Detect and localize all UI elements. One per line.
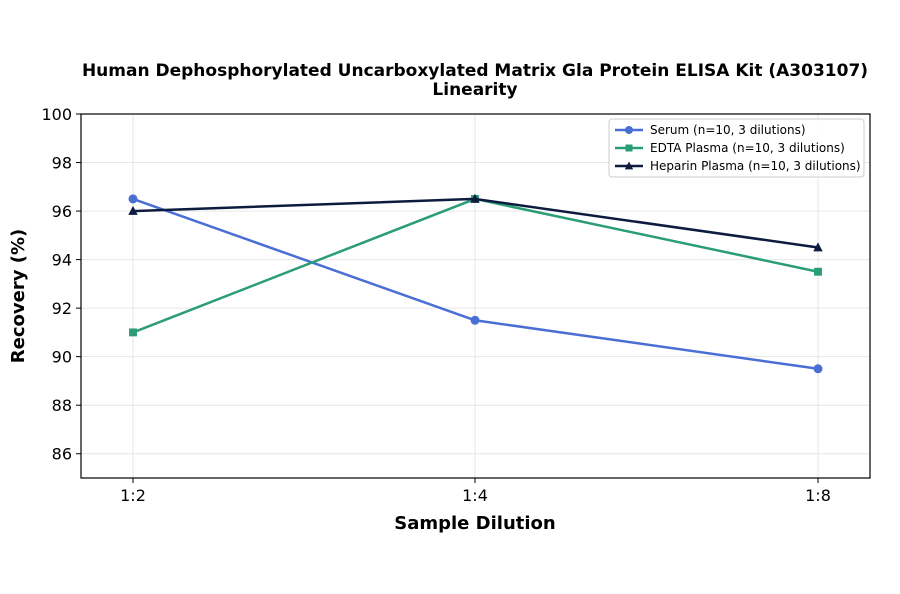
data-point	[129, 328, 137, 337]
legend-entry: Heparin Plasma (n=10, 3 dilutions)	[615, 159, 861, 173]
legend-marker	[624, 161, 634, 170]
legend-label: EDTA Plasma (n=10, 3 dilutions)	[650, 141, 845, 155]
x-axis-ticks: 1:2 1:4 1:8	[120, 478, 831, 505]
y-tick-label: 100	[41, 105, 72, 124]
x-tick-label: 1:2	[120, 486, 146, 505]
chart-title: Human Dephosphorylated Uncarboxylated Ma…	[82, 61, 868, 81]
y-tick-label: 86	[52, 445, 72, 464]
data-point	[470, 193, 480, 203]
y-tick-label: 98	[52, 154, 72, 173]
y-tick-label: 96	[52, 202, 72, 221]
data-point	[814, 267, 822, 276]
y-axis-ticks: 86 88 90 92 94 96 98 100	[41, 105, 81, 464]
legend: Serum (n=10, 3 dilutions) EDTA Plasma (n=…	[608, 118, 865, 178]
x-axis-label: Sample Dilution	[394, 513, 555, 534]
legend-entry: Serum (n=10, 3 dilutions)	[615, 123, 806, 137]
legend-entry: EDTA Plasma (n=10, 3 dilutions)	[615, 141, 845, 155]
data-point	[128, 194, 138, 204]
chart-subtitle: Linearity	[432, 80, 517, 100]
legend-marker	[625, 126, 633, 134]
legend-box	[608, 118, 865, 178]
series-3	[128, 193, 823, 252]
y-axis-label: Recovery (%)	[8, 229, 29, 363]
legend-label: Serum (n=10, 3 dilutions)	[650, 123, 806, 137]
series-group	[128, 193, 823, 374]
y-tick-label: 88	[52, 396, 72, 415]
data-point	[813, 242, 823, 252]
series-1	[128, 194, 823, 374]
y-tick-label: 94	[52, 251, 72, 270]
data-point	[470, 315, 480, 325]
data-point	[813, 364, 823, 374]
plot-area-frame	[80, 113, 871, 479]
y-tick-label: 92	[52, 299, 72, 318]
legend-marker	[625, 144, 633, 152]
legend-label: Heparin Plasma (n=10, 3 dilutions)	[650, 159, 861, 173]
y-tick-label: 90	[52, 348, 72, 367]
data-point	[128, 205, 138, 215]
x-tick-label: 1:8	[805, 486, 831, 505]
x-tick-label: 1:4	[462, 486, 488, 505]
